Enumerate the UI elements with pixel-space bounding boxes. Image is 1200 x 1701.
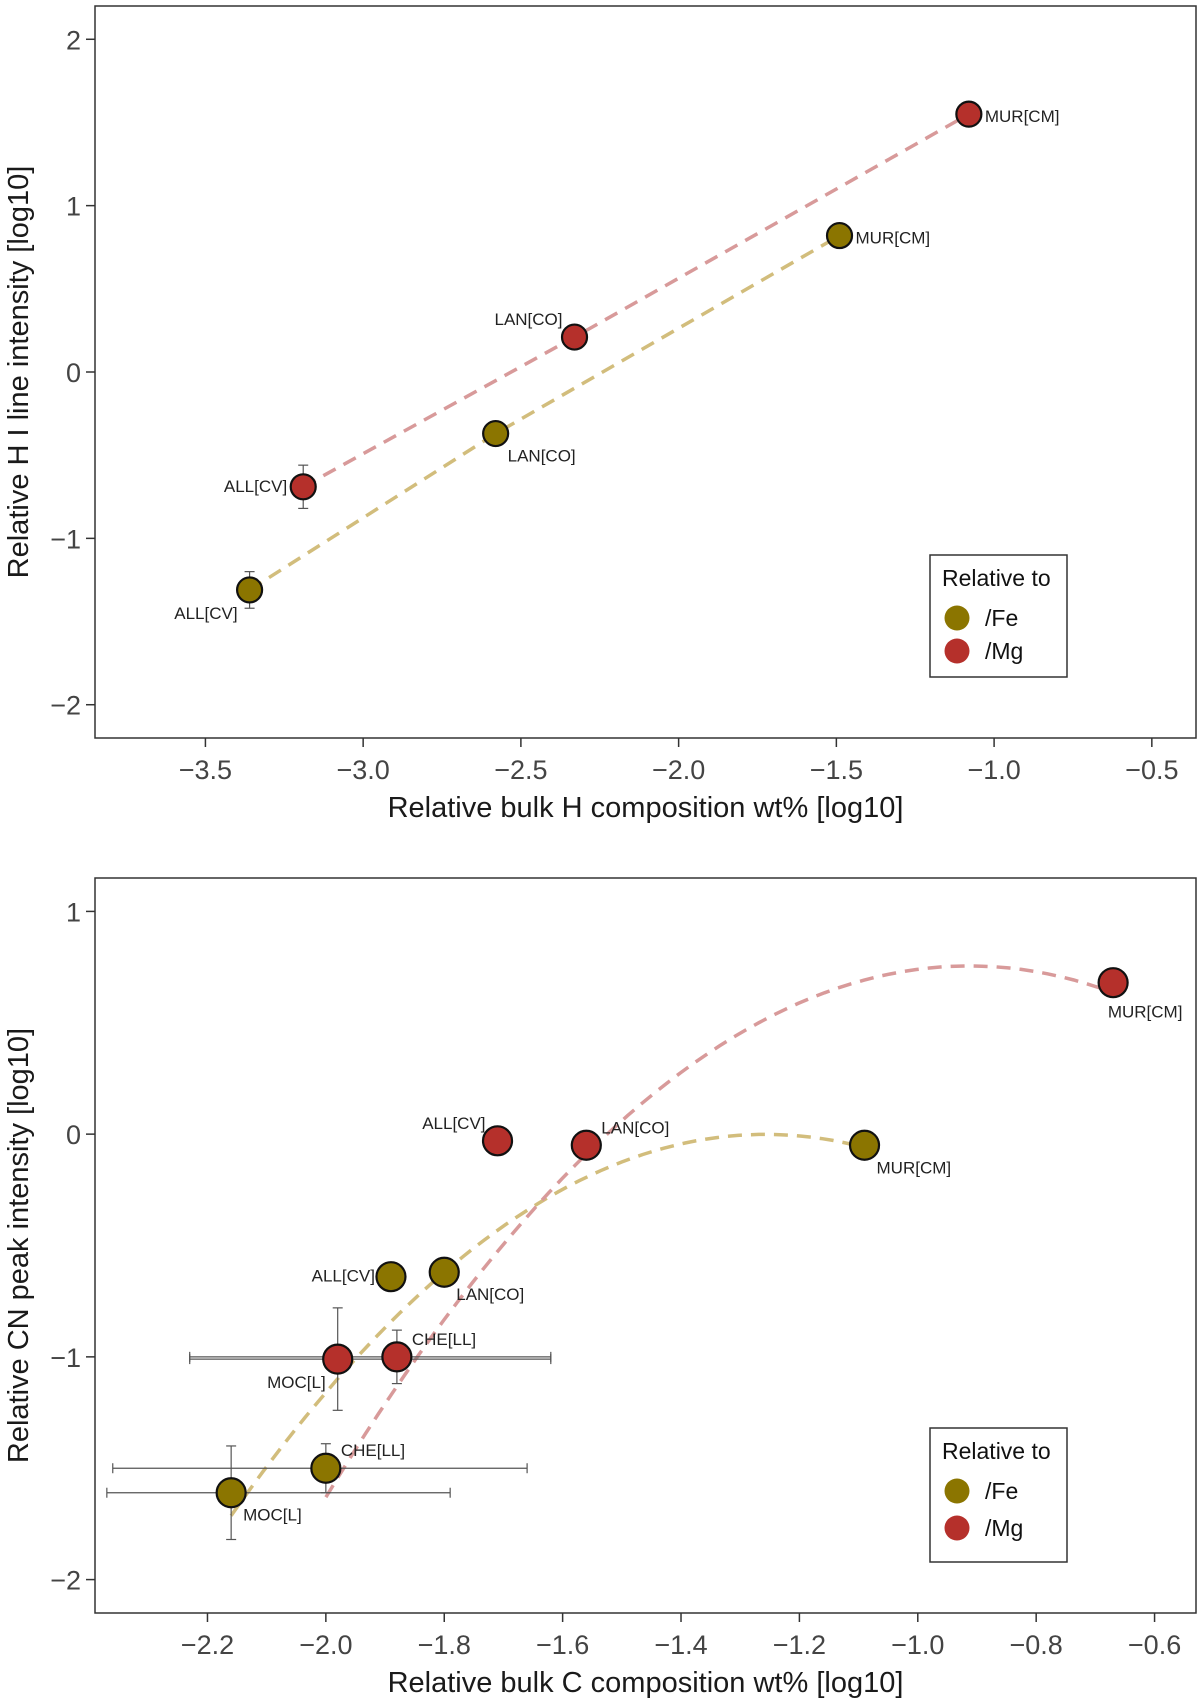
data-point-mg [322, 1343, 354, 1375]
data-point-fe [215, 1477, 247, 1509]
legend-title: Relative to [942, 565, 1051, 591]
x-tick-label: −1.5 [810, 755, 863, 785]
y-tick-label: −2 [50, 1566, 81, 1596]
fit-line-fe [248, 234, 841, 592]
data-point-mg [289, 473, 317, 501]
point-label: ALL[CV] [224, 477, 287, 496]
y-tick-label: 1 [66, 897, 81, 927]
x-tick-label: −1.6 [536, 1630, 589, 1660]
point-label: LAN[CO] [494, 310, 562, 329]
fit-line-fe [229, 1132, 865, 1517]
legend-marker-mg [944, 1515, 970, 1541]
point-label: ALL[CV] [422, 1114, 485, 1133]
x-tick-label: −1.4 [654, 1630, 707, 1660]
legend-label: /Mg [985, 1515, 1023, 1541]
point-label: ALL[CV] [312, 1267, 375, 1286]
fit-line-mg [302, 112, 970, 489]
point-label: LAN[CO] [601, 1118, 669, 1137]
data-point-mg [381, 1341, 413, 1373]
data-point-mg [481, 1125, 514, 1157]
panel-cn-peak: −2.2 −2.0 −1.8 −1.6 −1.4 −1.2 −1.0 −0.8 −0.6 −2 −1… [3, 877, 1197, 1699]
y-axis-title: Relative H I line intensity [log10] [3, 166, 35, 579]
legend-label: /Fe [985, 605, 1018, 631]
y-axis-title: Relative CN peak intensity [log10] [3, 1028, 35, 1463]
point-label: MUR[CM] [856, 229, 931, 248]
data-point-mg [955, 100, 983, 128]
x-tick-label: −0.5 [1125, 755, 1178, 785]
y-tick-label: 1 [66, 192, 81, 222]
legend-title: Relative to [942, 1438, 1051, 1464]
x-tick-label: −3.5 [179, 755, 232, 785]
x-tick-label: −1.0 [967, 755, 1020, 785]
legend-marker-fe [944, 1478, 970, 1504]
data-point-fe [825, 221, 854, 250]
data-point-fe [848, 1129, 881, 1161]
x-tick-label: −1.8 [418, 1630, 471, 1660]
x-axis-title: Relative bulk C composition wt% [log10] [388, 1667, 904, 1699]
legend-marker-fe [944, 605, 970, 631]
x-tick-label: −0.6 [1128, 1630, 1181, 1660]
x-tick-label: −2.0 [652, 755, 705, 785]
plot-frame [94, 877, 1197, 1614]
x-tick-label: −3.0 [336, 755, 389, 785]
point-label: MUR[CM] [985, 107, 1060, 126]
point-label: CHE[LL] [341, 1441, 405, 1460]
point-label: LAN[CO] [508, 447, 576, 466]
x-tick-label: −2.0 [299, 1630, 352, 1660]
data-point-mg [560, 323, 589, 351]
x-axis-title: Relative bulk H composition wt% [log10] [388, 792, 904, 824]
y-tick-label: −2 [50, 691, 81, 721]
data-point-mg [1097, 967, 1129, 999]
x-tick-label: −0.8 [1010, 1630, 1063, 1660]
fit-line-mg [324, 964, 1114, 1499]
y-tick-label: 2 [66, 25, 81, 55]
data-point-mg [570, 1129, 602, 1161]
point-label: MOC[L] [267, 1373, 326, 1392]
x-tick-label: −1.0 [891, 1630, 944, 1660]
data-point-fe [428, 1256, 460, 1288]
y-tick-label: 0 [66, 358, 81, 388]
point-label: ALL[CV] [174, 604, 237, 623]
legend-label: /Mg [985, 638, 1023, 664]
data-point-fe [375, 1261, 407, 1293]
point-label: MUR[CM] [1108, 1003, 1183, 1022]
data-point-fe [235, 576, 264, 604]
point-label: LAN[CO] [456, 1285, 524, 1304]
legend-marker-mg [944, 638, 970, 664]
point-label: CHE[LL] [412, 1330, 476, 1349]
y-tick-label: −1 [50, 1343, 81, 1373]
x-tick-label: −2.2 [181, 1630, 234, 1660]
point-label: MUR[CM] [877, 1158, 952, 1177]
y-tick-label: 0 [66, 1120, 81, 1150]
data-point-fe [310, 1452, 342, 1484]
point-label: MOC[L] [243, 1506, 302, 1525]
x-tick-label: −2.5 [494, 755, 547, 785]
y-tick-label: −1 [50, 524, 81, 554]
data-point-fe [482, 419, 510, 448]
legend-label: /Fe [985, 1478, 1018, 1504]
x-tick-label: −1.2 [773, 1630, 826, 1660]
panel-h-line: −3.5 −3.0 −2.5 −2.0 −1.5 −1.0 −0.5 −2 −1 0 1 2 Relat… [3, 5, 1197, 824]
